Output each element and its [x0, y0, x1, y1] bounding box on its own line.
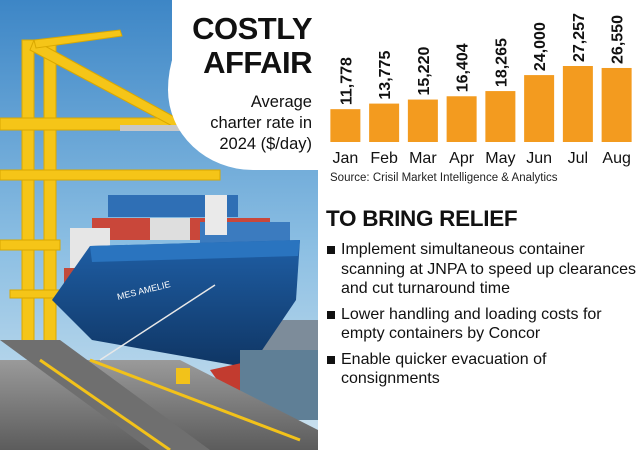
value-label-mar: 15,220 [416, 47, 433, 96]
bar-feb [369, 103, 400, 142]
source-note: Source: Crisil Market Intelligence & Ana… [330, 172, 558, 184]
category-label-feb: Feb [370, 150, 398, 167]
category-label-jan: Jan [332, 150, 358, 167]
category-label-jun: Jun [526, 150, 552, 167]
category-label-apr: Apr [449, 150, 475, 167]
bar-aug [601, 67, 632, 142]
title-line-2: AFFAIR [203, 45, 312, 80]
relief-list: Implement simultaneous container scannin… [326, 240, 638, 395]
value-label-apr: 16,404 [455, 43, 472, 92]
relief-heading: TO BRING RELIEF [326, 206, 518, 231]
relief-item: Enable quicker evacuation of consignment… [326, 350, 638, 389]
bar-chart: 11,778 Jan 13,775 Feb 15,220 Mar 16,404 Apr 18,2… [318, 0, 640, 190]
value-label-may: 18,265 [493, 38, 510, 87]
relief-item: Implement simultaneous container scannin… [326, 240, 638, 299]
chart-subtitle: Average charter rate in 2024 ($/day) [182, 92, 312, 155]
category-label-mar: Mar [409, 150, 437, 167]
subtitle-line-2: charter rate in [210, 114, 312, 132]
value-label-jun: 24,000 [532, 22, 549, 71]
title-bubble [168, 0, 338, 170]
value-label-feb: 13,775 [377, 51, 394, 100]
title-line-1: COSTLY [192, 11, 312, 46]
category-label-may: May [485, 150, 515, 167]
bar-may [485, 91, 516, 142]
bar-jul [562, 66, 593, 142]
relief-item: Lower handling and loading costs for emp… [326, 305, 638, 344]
category-label-jul: Jul [568, 150, 588, 167]
subtitle-line-1: Average [250, 93, 312, 111]
bar-jun [524, 75, 555, 142]
bar-apr [446, 96, 477, 142]
value-label-jan: 11,778 [338, 57, 355, 105]
value-label-jul: 27,257 [571, 13, 588, 62]
chart-title: COSTLY AFFAIR [192, 12, 312, 80]
value-label-aug: 26,550 [610, 15, 627, 64]
subtitle-line-3: 2024 ($/day) [219, 135, 312, 153]
bar-jan [330, 109, 361, 142]
bar-mar [407, 99, 438, 142]
category-label-aug: Aug [602, 150, 630, 167]
